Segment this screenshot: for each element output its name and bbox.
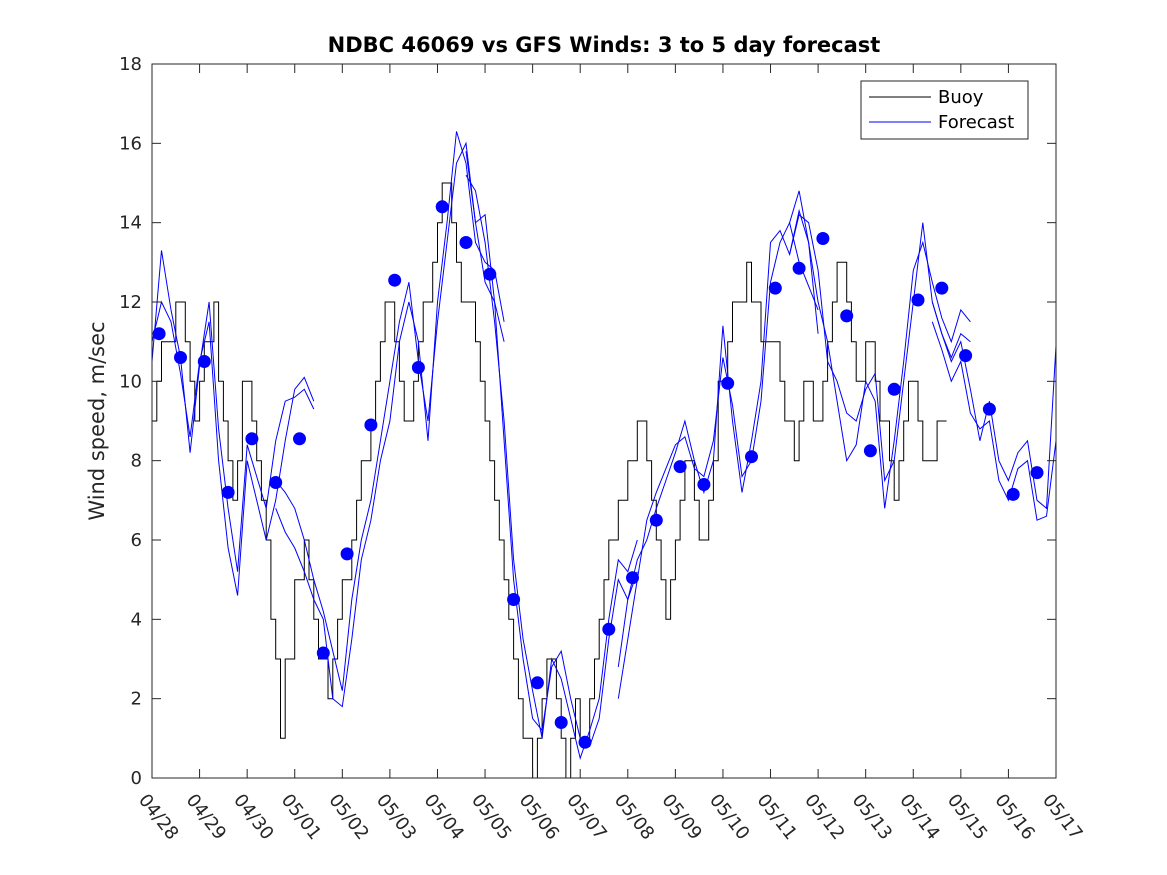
x-tick-label: 05/10 [705, 790, 753, 844]
y-tick-label: 16 [119, 133, 142, 154]
forecast-line-5 [465, 174, 638, 760]
chart-title: NDBC 46069 vs GFS Winds: 3 to 5 day fore… [328, 33, 881, 57]
forecast-marker [626, 571, 639, 585]
forecast-marker [411, 361, 425, 374]
y-tick-label: 8 [131, 451, 142, 472]
buoy-series [152, 182, 947, 779]
forecast-marker [887, 382, 901, 396]
legend-buoy-label: Buoy [938, 87, 984, 108]
x-tick-label: 05/01 [277, 790, 325, 844]
forecast-markers [152, 200, 1044, 749]
forecast-marker [364, 418, 378, 432]
forecast-marker [174, 351, 187, 364]
legend: Buoy Forecast [860, 80, 1029, 140]
x-tick-label: 05/05 [467, 790, 515, 844]
x-tick-label: 04/28 [134, 790, 182, 844]
x-tick-label: 05/03 [372, 790, 420, 844]
forecast-marker [340, 547, 354, 561]
forecast-marker [507, 593, 521, 606]
forecast-marker [388, 273, 402, 287]
x-tick-label: 05/17 [1038, 790, 1086, 844]
forecast-line-11 [931, 321, 1057, 521]
forecast-marker [152, 327, 166, 341]
forecast-marker [959, 349, 973, 363]
forecast-line-1 [151, 300, 315, 596]
forecast-line-8 [789, 190, 971, 509]
forecast-marker [673, 460, 687, 474]
forecast-marker [483, 267, 497, 281]
forecast-marker [840, 309, 854, 323]
x-tick-label: 05/16 [990, 790, 1038, 844]
forecast-marker [935, 281, 949, 295]
buoy-line [152, 182, 947, 779]
forecast-marker [982, 402, 996, 416]
forecast-marker [316, 646, 330, 660]
y-tick-label: 4 [131, 609, 142, 630]
forecast-line-4 [465, 151, 638, 748]
y-tick-label: 12 [119, 292, 142, 313]
legend-box [860, 80, 1029, 140]
forecast-marker [459, 236, 473, 249]
forecast-marker [1030, 466, 1044, 480]
x-tick-label: 05/11 [753, 790, 801, 844]
x-tick-label: 04/29 [182, 790, 230, 844]
forecast-marker [245, 432, 259, 446]
forecast-marker [435, 200, 449, 214]
forecast-marker [792, 261, 806, 275]
forecast-marker [768, 281, 782, 295]
forecast-marker [578, 735, 592, 749]
axes-box [151, 63, 1057, 779]
forecast-marker [911, 293, 925, 307]
x-tick-label: 04/30 [229, 790, 277, 844]
forecast-marker [649, 513, 663, 527]
forecast-marker [697, 478, 711, 491]
forecast-marker [745, 450, 758, 464]
x-tick-label: 05/08 [610, 790, 658, 844]
y-tick-label: 10 [119, 371, 142, 392]
forecast-marker [221, 485, 235, 499]
forecast-marker [721, 376, 735, 390]
forecast-line-3 [275, 131, 505, 708]
y-tick-label: 0 [131, 768, 142, 789]
x-tick-label: 05/02 [324, 790, 372, 844]
forecast-marker [863, 444, 877, 458]
forecast-marker [602, 622, 616, 636]
x-tick-label: 05/15 [943, 790, 991, 844]
forecast-line-7 [617, 221, 819, 699]
y-tick-label: 14 [119, 213, 142, 234]
forecast-marker [816, 232, 830, 245]
forecast-line-0 [151, 250, 315, 572]
legend-forecast-label: Forecast [938, 112, 1014, 133]
x-tick-label: 05/12 [800, 790, 848, 844]
x-tick-label: 05/09 [657, 790, 705, 844]
y-tick-label: 2 [131, 689, 142, 710]
forecast-line-2 [275, 141, 505, 691]
forecast-marker [197, 355, 211, 368]
y-tick-label: 6 [131, 530, 142, 551]
x-tick-label: 05/06 [515, 790, 563, 844]
x-tick-label: 05/13 [848, 790, 896, 844]
forecast-marker [530, 676, 544, 690]
x-tick-label: 05/04 [420, 790, 468, 844]
forecast-line-10 [931, 301, 1057, 510]
forecast-marker [293, 432, 306, 446]
y-tick-label: 18 [119, 54, 142, 75]
x-tick-label: 05/14 [895, 790, 943, 844]
forecast-marker [269, 476, 283, 489]
forecast-marker [1006, 487, 1020, 501]
x-tick-label: 05/07 [562, 790, 610, 844]
y-axis-title: Wind speed, m/sec [85, 321, 109, 520]
forecast-marker [554, 716, 568, 729]
